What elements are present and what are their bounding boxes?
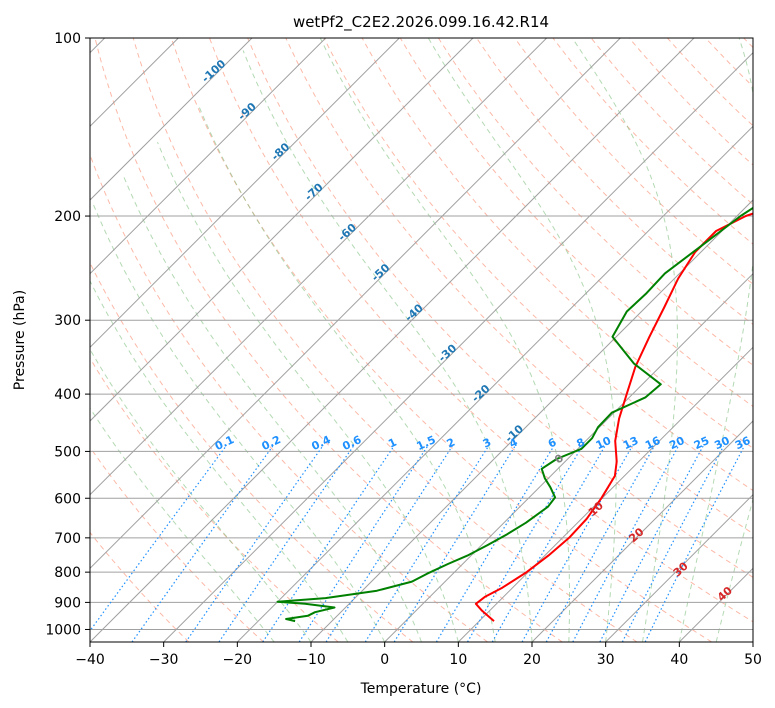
grid-layer	[90, 38, 753, 642]
dry-adiabat-line	[323, 38, 753, 492]
mixing-ratio-line	[218, 445, 354, 642]
y-tick-label: 500	[54, 444, 81, 460]
x-tick-label: −30	[149, 652, 179, 668]
y-tick-label: 600	[54, 491, 81, 507]
mixing-ratio-line	[393, 445, 516, 642]
isotherm-line	[90, 38, 621, 570]
x-tick-label: 30	[597, 652, 615, 668]
mixing-ratio-line	[262, 445, 395, 642]
y-axis-label: Pressure (hPa)	[12, 290, 28, 390]
mixing-ratio-label: 25	[692, 434, 711, 452]
mixing-ratio-line	[185, 445, 324, 642]
x-tick-label: 0	[380, 652, 389, 668]
axis-ticks: −40 −30 −20 −10 0 10 20 30 40 50 100 200 300 400 500 60…	[45, 31, 762, 668]
isotherm-line	[310, 199, 753, 642]
temperature-profile-line	[474, 212, 753, 622]
isotherm-line	[90, 38, 400, 349]
x-tick-label: 40	[670, 652, 688, 668]
moist-adiabat-line	[571, 38, 678, 642]
moist-adiabat-line	[427, 38, 617, 642]
x-tick-label: 50	[744, 652, 762, 668]
y-tick-label: 100	[54, 31, 81, 47]
y-tick-label: 700	[54, 531, 81, 547]
dewpoint-profile-line	[276, 206, 753, 623]
moist-adiabat-line	[92, 202, 386, 642]
y-tick-label: 300	[54, 313, 81, 329]
isotherm-line	[384, 272, 753, 642]
mixing-ratio-line	[364, 445, 490, 642]
dry-adiabat-line	[90, 357, 339, 642]
mixing-ratio-label: 10	[594, 434, 614, 452]
mixing-ratio-label: 16	[643, 434, 663, 452]
mixing-ratio-line	[298, 445, 429, 642]
moist-adiabat-line	[90, 279, 349, 642]
y-tick-label: 1000	[45, 622, 81, 638]
x-tick-label: −20	[223, 652, 253, 668]
moist-adiabat-line	[90, 348, 312, 642]
dry-adiabat-line	[90, 446, 264, 642]
mixing-ratio-line	[325, 445, 453, 642]
moist-adiabat-line	[198, 105, 496, 642]
mixing-ratio-label: 30	[712, 434, 732, 452]
x-tick-label: −10	[296, 652, 326, 668]
y-tick-label: 800	[54, 565, 81, 581]
plot-frame	[89, 37, 754, 643]
y-tick-label: 400	[54, 387, 81, 403]
mixing-ratio-label: 20	[667, 434, 687, 452]
dry-adiabat-line	[94, 38, 563, 642]
isotherm-line	[90, 38, 474, 422]
x-tick-label: −40	[75, 652, 105, 668]
dry-adiabat-line	[208, 38, 753, 623]
isotherm-line	[236, 125, 753, 642]
isotherm-line	[90, 38, 548, 496]
x-axis-label: Temperature (°C)	[360, 681, 482, 697]
mixing-ratio-line	[621, 445, 725, 642]
y-tick-label: 900	[54, 595, 81, 611]
isotherm-line	[90, 38, 253, 201]
mixing-ratio-line	[545, 445, 655, 642]
isotherm-line	[531, 420, 753, 642]
mixing-ratio-line	[435, 445, 555, 642]
mixing-ratio-line	[644, 445, 745, 642]
dry-adiabat-line	[285, 38, 753, 535]
moist-adiabat-line	[319, 38, 570, 642]
series-layer	[276, 206, 753, 623]
x-tick-label: 20	[523, 652, 541, 668]
moist-adiabat-line	[122, 174, 422, 642]
mixing-ratio-line	[131, 445, 274, 642]
chart-title: wetPf2_C2E2.2026.099.16.42.R14	[293, 13, 549, 32]
dry-adiabat-line	[514, 38, 753, 285]
dry-adiabat-line	[170, 38, 712, 642]
y-tick-label: 200	[54, 209, 81, 225]
dry-adiabat-line	[247, 38, 753, 578]
mixing-ratio-label: 36	[733, 434, 753, 452]
moist-adiabat-line	[242, 50, 533, 642]
mixing-ratio-label: 13	[621, 434, 640, 452]
isotherm-line	[605, 493, 753, 642]
isotherm-line	[90, 38, 327, 275]
dry-adiabat-line	[90, 153, 488, 642]
isotherm-line	[90, 38, 695, 642]
isotherm-line	[457, 346, 753, 642]
isotherm-line	[163, 51, 753, 642]
dry-adiabat-line	[437, 38, 753, 366]
dry-adiabat-line	[399, 38, 753, 408]
x-tick-label: 10	[449, 652, 467, 668]
